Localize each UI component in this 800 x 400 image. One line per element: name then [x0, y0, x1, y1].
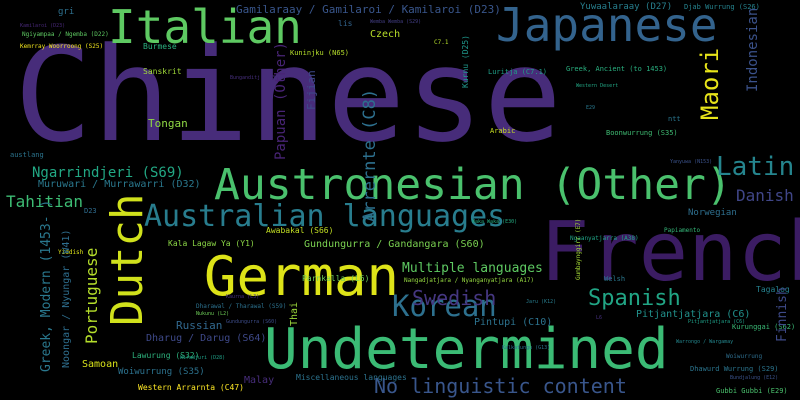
word-bundjalung: Bundjalung (E12) [730, 375, 779, 381]
word-ntt: ntt [668, 115, 681, 123]
word-kuninjku: Kuninjku (N65) [290, 49, 350, 57]
word-e29: E29 [586, 105, 596, 111]
word-latin: Latin [716, 152, 795, 182]
word-gri: gri [58, 7, 75, 17]
word-finnish: Finnish [775, 287, 790, 342]
word-papiamento: Papiamento [664, 227, 701, 234]
word-warrongo: Warrongo / Wargamay [676, 339, 734, 345]
word-welsh: Welsh [604, 275, 626, 283]
word-sanskrit: Sanskrit [143, 67, 182, 76]
word-dharug: Dharug / Darug (S64) [146, 333, 267, 344]
word-danish: Danish [736, 186, 794, 205]
word-d23: D23 [84, 207, 97, 215]
word-kaurna: Kaurna (L3) [226, 294, 260, 300]
word-samoan: Samoan [82, 359, 119, 370]
word-burmese: Burmese [143, 42, 177, 51]
word-japanese: Japanese [496, 0, 718, 52]
word-awabakal: Awabakal (S66) [266, 226, 334, 235]
word-portuguese: Portuguese [82, 247, 101, 344]
word-greek-ancient: Greek, Ancient (to 1453) [566, 65, 668, 73]
word-gubbi-gubbi: Gubbi Gubbi (E29) [716, 387, 788, 395]
word-norwegian: Norwegian [688, 208, 737, 218]
word-djab-wurrung: Djab Wurrung (S26) [684, 3, 760, 11]
word-wemba-wemba: Wemba Wemba (S29) [370, 19, 422, 25]
word-kemrray-woorroong: Kemrray Woorroong (S25) [20, 43, 104, 50]
word-fijian: Fijian [305, 70, 318, 110]
word-dhawurd-wurrung: Dhawurd Wurrung (S29) [690, 365, 779, 373]
word-jaru: Jaru (K12) [526, 299, 557, 305]
word-thai: Thai [289, 301, 300, 326]
word-gumbaynggirr: Gumbaynggirr (E7) [575, 218, 582, 280]
word-tagalog: Tagalog [756, 285, 790, 294]
word-c7-1: C7.1 [434, 39, 449, 46]
word-kurunggai: Kurunggai (S62) [732, 323, 796, 331]
word-luritja: Luritja (C7.1) [488, 68, 548, 76]
word-ngarrindjeri: Ngarrindjeri (S69) [32, 165, 184, 181]
word-chinese: Chinese [14, 19, 562, 171]
word-pitjantjatjara-small: Pitjantjatjara (C6) [688, 319, 746, 325]
word-kamilaroi-d23: Kamilaroi (D23) [20, 23, 66, 29]
word-yuwaalaraay: Yuwaalaraay (D27) [580, 2, 673, 12]
word-tongan: Tongan [148, 117, 188, 130]
word-czech: Czech [370, 29, 401, 40]
word-austlang: austlang [10, 151, 44, 159]
word-no-linguistic-content: No linguistic content [374, 374, 627, 398]
word-yiddish: Yiddish [58, 249, 84, 256]
word-pintupi: Pintupi (C10) [474, 317, 553, 328]
word-miscellaneous-languages: Miscellaneous languages [296, 373, 407, 382]
word-arabic: Arabic [490, 127, 516, 135]
word-austronesian-other: Austronesian (Other) [214, 160, 732, 210]
word-dharawal: Dharawal / Tharawal (S59) [196, 303, 287, 310]
word-kurnu: Kurnu (D25) [461, 35, 470, 88]
word-yanyuwa: Yanyuwa (N153) [670, 159, 713, 165]
word-nukunu: Nukunu (L2) [196, 311, 230, 317]
word-wiradjuri: Wiradjuri (D28) [180, 355, 226, 361]
word-tahitian: Tahitian [6, 192, 84, 211]
word-german: German [204, 245, 400, 308]
word-arrernte-c8: Arrernte (C8) [360, 88, 380, 222]
word-indonesian: Indonesian [745, 7, 761, 92]
word-korean: Korean [392, 289, 497, 323]
word-lis: lis [338, 19, 353, 28]
word-parnkalla: Parnkalla (L6) [302, 274, 370, 283]
word-papuan-other: Papuan (Other) [273, 41, 289, 160]
word-malay: Malay [244, 375, 275, 386]
word-boonwurrung: Boonwurrung (S35) [606, 129, 678, 137]
word-nangadjatjara: Nangadjatjara / Nyanganyatjara (A17) [404, 277, 535, 284]
word-ngiyampaa: Ngiyampaa / Ngemba (D22) [22, 31, 109, 38]
word-western-desert: Western Desert [576, 83, 619, 89]
word-bunganditj: Bunganditj (S13) [230, 75, 279, 81]
word-kalkatungu: Kalkatungu (G13) [502, 345, 551, 351]
word-noongar: Noongar / Nyungar (W41) [61, 229, 72, 368]
word-russian: Russian [176, 319, 223, 332]
word-pitjantjatjara: Pitjantjatjara (C6) [636, 309, 751, 320]
word-lawurung: Lawurung (S32) [132, 351, 200, 360]
word-spanish: Spanish [588, 286, 681, 311]
word-swedish: Swedish [412, 286, 497, 310]
word-gundungurra: Gundungurra (S60) [226, 319, 278, 325]
word-waka-waka: Waka Waka (E30) [472, 219, 518, 225]
word-western-arrarnta: Western Arrarnta (C47) [138, 383, 244, 392]
word-french: French [540, 205, 800, 300]
word-muruwari: Muruwari / Murrawarri (D32) [38, 179, 201, 190]
word-gamilaraay: Gamilaraay / Gamilaroi / Kamilaroi (D23) [236, 3, 501, 16]
word-woiwurrung-s35: Woiwurrung (S35) [118, 367, 205, 377]
word-dutch: Dutch [102, 193, 153, 326]
word-gundungurra-gandangara: Gundungurra / Gandangara (S60) [304, 239, 485, 250]
word-kala-lagaw-ya: Kala Lagaw Ya (Y1) [168, 239, 255, 248]
word-undetermined: Undetermined [264, 317, 669, 382]
word-multiple-languages: Multiple languages [402, 261, 543, 276]
word-italian: Italian [108, 0, 302, 54]
word-maori: Maori [696, 47, 724, 120]
word-australian-languages: Australian languages [144, 199, 506, 234]
word-greek-modern: Greek, Modern (1453- ) [39, 199, 54, 372]
word-woiwurrung: Woiwurrung [726, 353, 763, 360]
word-l6: L6 [596, 315, 603, 321]
word-ngaanyatjarra: Ngaanyatjarra (A38) [570, 235, 639, 242]
